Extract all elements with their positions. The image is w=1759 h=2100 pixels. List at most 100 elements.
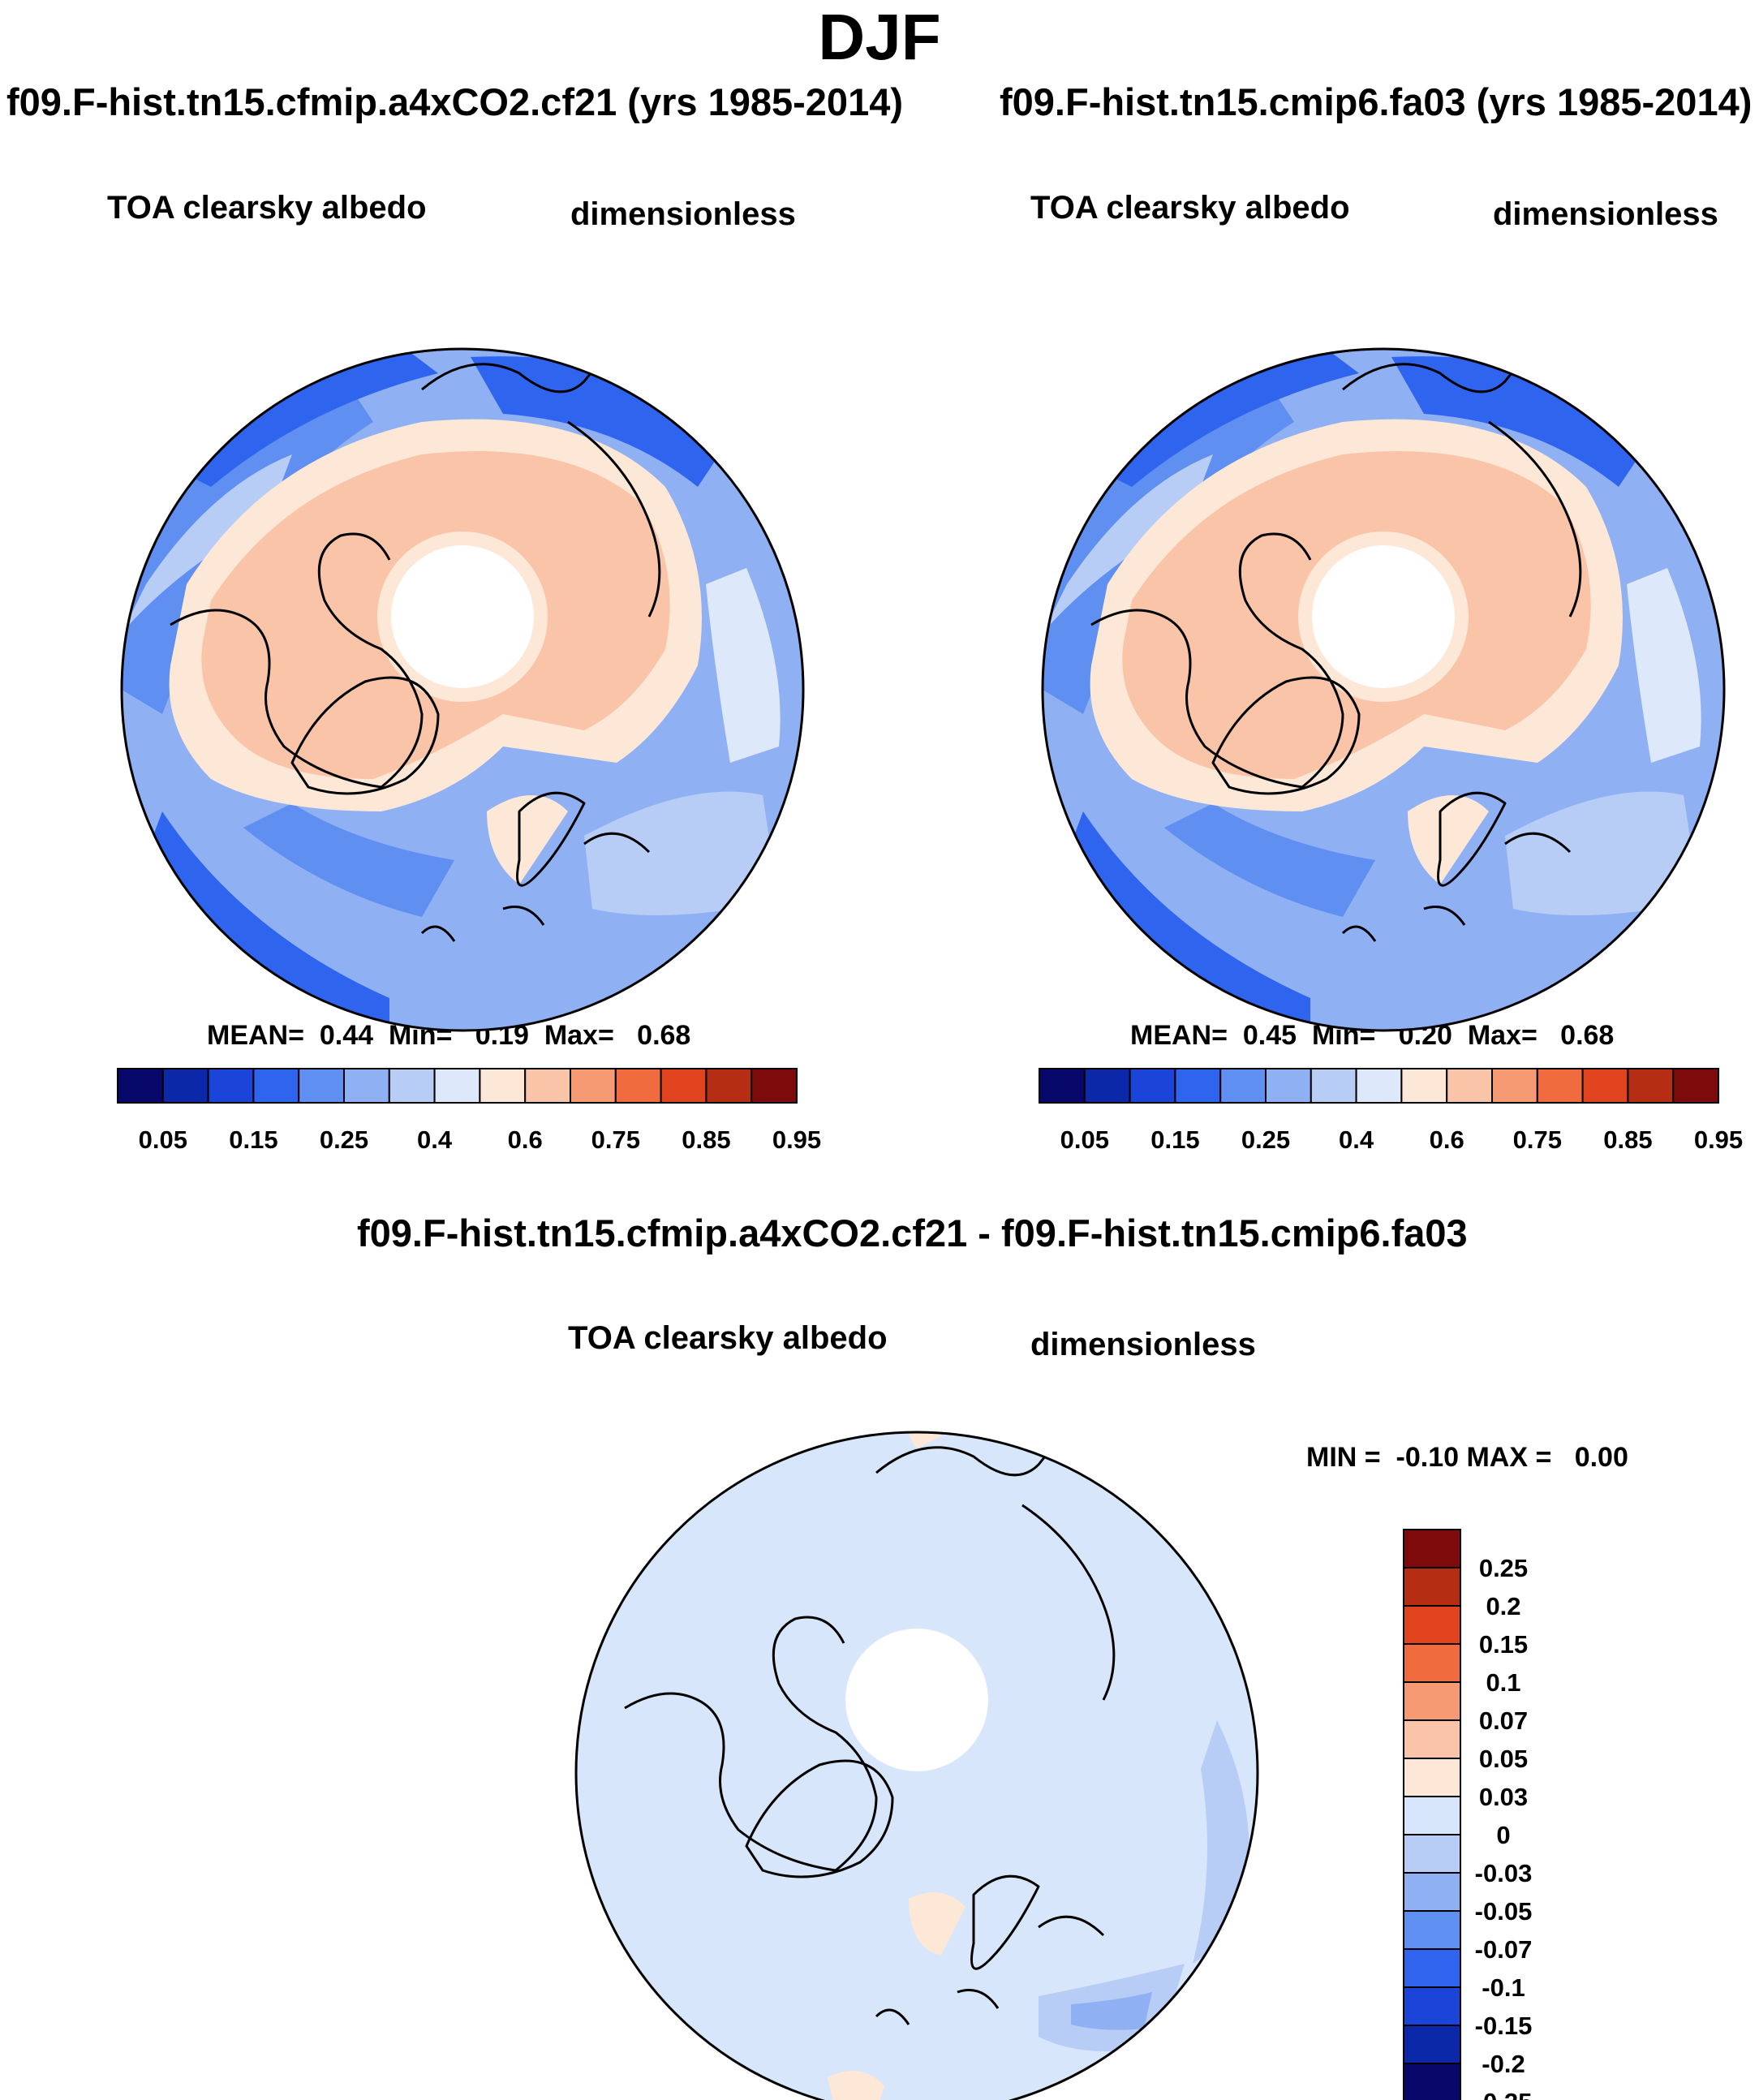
max-value-right: 0.68	[1560, 1020, 1615, 1051]
map-border-difference	[574, 1431, 1259, 2100]
stats-diff: MIN = -0.10 MAX = 0.00	[1306, 1442, 1628, 1473]
colorbar-box-diff-3	[1403, 1643, 1461, 1683]
colorbar-left: 0.05 0.15 0.25 0.4 0.6 0.75 0.85 0.95	[117, 1068, 821, 1154]
colorbar-box-left-1	[161, 1068, 209, 1104]
mean-value-left: 0.44	[319, 1020, 374, 1051]
polar-map-right	[1043, 349, 1724, 1031]
min-value-diff: -0.10	[1396, 1442, 1460, 1473]
colorbar-box-right-7	[1355, 1068, 1403, 1104]
colorbar-tick-diff-0: 0.25	[1479, 1554, 1528, 1582]
colorbar-box-right-14	[1672, 1068, 1719, 1104]
colorbar-box-diff-6	[1403, 1758, 1461, 1797]
colorbar-box-diff-12	[1403, 1986, 1461, 2026]
colorbar-tick-right-4: 0.6	[1430, 1125, 1464, 1154]
colorbar-box-right-13	[1627, 1068, 1675, 1104]
colorbar-tick-diff-3: 0.1	[1486, 1668, 1520, 1697]
colorbar-box-diff-2	[1403, 1605, 1461, 1645]
colorbar-box-left-4	[298, 1068, 346, 1104]
colorbar-tick-right-6: 0.85	[1603, 1125, 1652, 1154]
colorbar-box-left-9	[524, 1068, 572, 1104]
colorbar-tick-left-6: 0.85	[682, 1125, 730, 1154]
polar-map-difference	[576, 1432, 1258, 2100]
colorbar-box-right-4	[1219, 1068, 1267, 1104]
colorbar-tick-right-5: 0.75	[1513, 1125, 1562, 1154]
colorbar-tick-diff-7: 0	[1496, 1821, 1510, 1849]
colorbar-box-left-7	[433, 1068, 481, 1104]
figure-title: DJF	[818, 1, 941, 73]
colorbar-box-left-12	[660, 1068, 707, 1104]
colorbar-box-right-5	[1265, 1068, 1312, 1104]
colorbar-box-diff-14	[1403, 2063, 1461, 2100]
polar-map-left	[122, 349, 803, 1031]
colorbar-difference: 0.25 0.2 0.15 0.1 0.07 0.05 0.03 0 -0.03 -0.05 -0.…	[1403, 1529, 1533, 2100]
colorbar-box-right-3	[1174, 1068, 1222, 1104]
colorbar-box-right-0	[1039, 1068, 1086, 1104]
colorbar-box-left-14	[750, 1068, 798, 1104]
colorbar-tick-left-1: 0.15	[229, 1125, 277, 1154]
colorbar-box-right-12	[1581, 1068, 1629, 1104]
stats-right: MEAN= 0.45 Min= 0.20 Max= 0.68	[1130, 1020, 1615, 1051]
coastlines-difference	[624, 1432, 1116, 2025]
colorbar-box-right-11	[1536, 1068, 1584, 1104]
colorbar-tick-right-1: 0.15	[1150, 1125, 1199, 1154]
colorbar-box-right-10	[1491, 1068, 1538, 1104]
colorbar-tick-diff-13: -0.2	[1482, 2050, 1525, 2078]
units-label-left: dimensionless	[570, 196, 796, 232]
colorbar-box-left-8	[479, 1068, 527, 1104]
mean-value-right: 0.45	[1242, 1020, 1297, 1051]
colorbar-tick-left-0: 0.05	[139, 1125, 187, 1154]
colorbar-tick-left-5: 0.75	[591, 1125, 640, 1154]
colorbar-tick-diff-10: -0.07	[1475, 1935, 1533, 1964]
colorbar-box-left-6	[388, 1068, 436, 1104]
colorbar-box-diff-5	[1403, 1719, 1461, 1759]
max-value-diff: 0.00	[1574, 1442, 1628, 1473]
colorbar-tick-right-7: 0.95	[1694, 1125, 1743, 1154]
colorbar-tick-diff-1: 0.2	[1486, 1592, 1520, 1620]
colorbar-tick-left-3: 0.4	[417, 1125, 453, 1154]
colorbar-box-right-6	[1310, 1068, 1357, 1104]
colorbar-tick-diff-2: 0.15	[1479, 1630, 1528, 1659]
colorbar-box-diff-7	[1403, 1796, 1461, 1835]
colorbar-tick-left-4: 0.6	[508, 1125, 543, 1154]
colorbar-box-diff-4	[1403, 1681, 1461, 1721]
map-border-left	[120, 347, 805, 1032]
colorbar-box-left-13	[705, 1068, 753, 1104]
colorbar-right: 0.05 0.15 0.25 0.4 0.6 0.75 0.85 0.95	[1039, 1068, 1743, 1154]
colorbar-tick-diff-5: 0.05	[1479, 1745, 1528, 1773]
colorbar-tick-right-3: 0.4	[1339, 1125, 1374, 1154]
units-label-diff: dimensionless	[1030, 1327, 1256, 1362]
run-title-left: f09.F-hist.tn15.cfmip.a4xCO2.cf21 (yrs 1…	[6, 80, 904, 123]
variable-label-right: TOA clearsky albedo	[1030, 190, 1350, 226]
units-label-right: dimensionless	[1493, 196, 1718, 232]
colorbar-tick-right-2: 0.25	[1241, 1125, 1290, 1154]
colorbar-tick-diff-4: 0.07	[1479, 1706, 1528, 1735]
colorbar-box-diff-1	[1403, 1567, 1461, 1607]
colorbar-box-diff-9	[1403, 1872, 1461, 1912]
colorbar-box-left-2	[207, 1068, 255, 1104]
colorbar-box-diff-10	[1403, 1910, 1461, 1950]
colorbar-box-right-2	[1129, 1068, 1176, 1104]
variable-label-diff: TOA clearsky albedo	[568, 1320, 888, 1356]
max-value-left: 0.68	[637, 1020, 691, 1051]
colorbar-box-left-10	[570, 1068, 617, 1104]
colorbar-tick-diff-12: -0.15	[1475, 2012, 1533, 2040]
colorbar-box-diff-11	[1403, 1948, 1461, 1988]
colorbar-tick-diff-8: -0.03	[1475, 1859, 1533, 1887]
colorbar-tick-right-0: 0.05	[1060, 1125, 1109, 1154]
colorbar-box-diff-8	[1403, 1834, 1461, 1874]
colorbar-box-right-9	[1446, 1068, 1493, 1104]
colorbar-tick-diff-9: -0.05	[1475, 1897, 1533, 1926]
variable-label-left: TOA clearsky albedo	[107, 190, 427, 226]
colorbar-box-left-3	[252, 1068, 300, 1104]
colorbar-box-right-1	[1083, 1068, 1131, 1104]
coastlines-right	[1090, 349, 1582, 942]
difference-title: f09.F-hist.tn15.cfmip.a4xCO2.cf21 - f09.…	[357, 1211, 1468, 1254]
colorbar-box-right-8	[1400, 1068, 1448, 1104]
colorbar-box-left-0	[117, 1068, 164, 1104]
map-border-right	[1041, 347, 1726, 1032]
colorbar-tick-left-2: 0.25	[320, 1125, 368, 1154]
colorbar-tick-diff-14: -0.25	[1475, 2088, 1533, 2100]
colorbar-box-left-5	[343, 1068, 390, 1104]
colorbar-tick-diff-11: -0.1	[1482, 1973, 1525, 2002]
